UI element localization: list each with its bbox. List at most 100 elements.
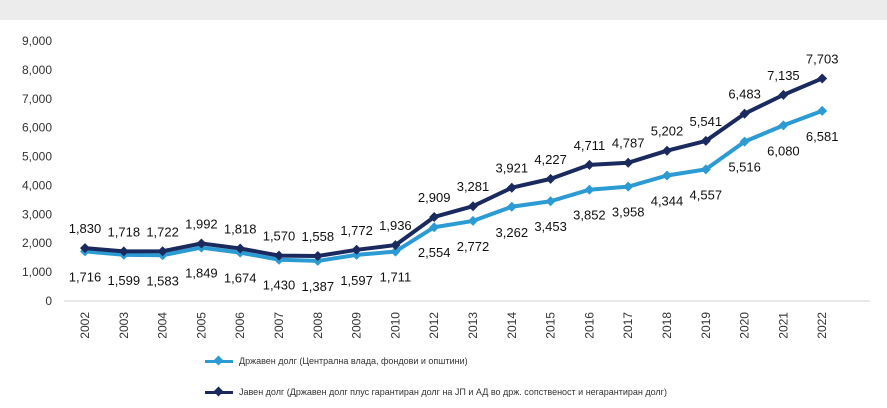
data-point-public-debt	[390, 240, 401, 251]
data-label-state-debt: 6,080	[767, 143, 800, 158]
data-point-public-debt	[80, 243, 90, 254]
data-point-public-debt	[662, 145, 672, 156]
data-label-state-debt: 1,716	[69, 269, 102, 284]
data-label-state-debt: 4,344	[651, 194, 684, 209]
data-label-state-debt: 1,674	[224, 271, 257, 286]
data-label-public-debt: 6,483	[728, 87, 761, 102]
data-point-public-debt	[817, 73, 828, 84]
data-label-state-debt: 3,262	[496, 225, 529, 240]
y-tick-label: 2,000	[22, 236, 52, 250]
data-label-public-debt: 2,909	[418, 190, 451, 205]
data-label-public-debt: 4,711	[574, 138, 606, 153]
data-label-public-debt: 7,135	[767, 68, 800, 83]
x-tick-label: 2007	[272, 312, 286, 339]
data-label-state-debt: 2,554	[418, 245, 451, 260]
y-tick-label: 8,000	[22, 63, 52, 77]
line-chart: 0 1,000 2,000 3,000 4,000 5,000 6,000 7,000 8,00…	[22, 34, 870, 339]
y-tick-label: 6,000	[22, 121, 52, 135]
data-label-public-debt: 1,718	[108, 224, 141, 239]
data-label-state-debt: 2,772	[457, 239, 490, 254]
data-point-state-debt	[623, 181, 634, 192]
data-point-public-debt	[274, 250, 284, 261]
x-tick-label: 2020	[738, 312, 752, 339]
data-point-public-debt	[429, 211, 440, 222]
data-label-state-debt: 3,453	[534, 219, 567, 234]
data-label-public-debt: 1,992	[185, 216, 218, 231]
data-label-public-debt: 3,281	[457, 179, 490, 194]
data-label-state-debt: 1,849	[185, 266, 218, 281]
data-label-state-debt: 1,711	[380, 270, 412, 285]
x-tick-label: 2015	[544, 312, 558, 339]
data-point-public-debt	[118, 246, 129, 257]
data-point-state-debt	[817, 105, 828, 116]
x-tick-label: 2022	[815, 312, 829, 339]
x-tick-label: 2006	[233, 312, 247, 339]
data-point-state-debt	[778, 120, 789, 131]
data-point-state-debt	[506, 201, 517, 212]
data-point-state-debt	[662, 170, 672, 181]
data-point-state-debt	[429, 222, 440, 233]
x-tick-label: 2021	[776, 312, 790, 339]
data-point-public-debt	[584, 159, 595, 170]
data-label-state-debt: 3,852	[573, 208, 606, 223]
x-tick-label: 2017	[621, 312, 635, 339]
data-label-public-debt: 1,936	[379, 218, 412, 233]
data-point-public-debt	[468, 201, 478, 212]
data-label-public-debt: 1,830	[69, 221, 102, 236]
data-point-public-debt	[545, 173, 556, 184]
data-label-state-debt: 1,599	[108, 273, 141, 288]
data-point-public-debt	[739, 108, 750, 119]
x-tick-label: 2016	[582, 312, 596, 339]
data-point-public-debt	[506, 182, 517, 193]
data-point-public-debt	[778, 89, 789, 100]
data-label-state-debt: 5,516	[728, 160, 761, 175]
data-point-public-debt	[623, 157, 634, 168]
data-point-public-debt	[312, 250, 323, 261]
data-point-public-debt	[157, 246, 168, 257]
y-tick-label: 4,000	[22, 178, 52, 192]
data-label-public-debt: 4,227	[534, 152, 567, 167]
data-label-public-debt: 1,722	[146, 224, 179, 239]
legend-label-public-debt: Јавен долг (Државен долг плус гарантиран…	[239, 387, 667, 397]
legend-swatch-public-debt	[205, 386, 233, 397]
data-label-state-debt: 1,583	[146, 273, 179, 288]
data-point-public-debt	[235, 243, 246, 254]
data-point-state-debt	[739, 136, 750, 147]
data-point-state-debt	[545, 196, 556, 207]
data-label-public-debt: 1,772	[340, 223, 373, 238]
legend-label-state-debt: Државен долг (Централна влада, фондови и…	[239, 356, 468, 366]
legend-item-public-debt: Јавен долг (Државен долг плус гарантиран…	[205, 386, 667, 397]
x-tick-label: 2010	[388, 312, 402, 339]
y-tick-label: 3,000	[22, 207, 52, 221]
x-tick-label: 2008	[311, 312, 325, 339]
data-label-state-debt: 1,597	[340, 273, 373, 288]
data-label-public-debt: 1,570	[263, 229, 296, 244]
x-tick-label: 2014	[505, 312, 519, 339]
data-label-public-debt: 7,703	[806, 51, 839, 66]
data-label-public-debt: 1,818	[224, 221, 257, 236]
data-label-state-debt: 1,387	[302, 279, 335, 294]
x-tick-label: 2009	[350, 312, 364, 339]
data-point-state-debt	[700, 164, 711, 175]
y-tick-label: 5,000	[22, 150, 52, 164]
x-tick-label: 2004	[156, 312, 170, 339]
series-line-state-debt	[84, 109, 823, 263]
data-point-state-debt	[584, 184, 595, 195]
x-tick-label: 2005	[194, 312, 208, 339]
legend-item-state-debt: Државен долг (Централна влада, фондови и…	[205, 355, 468, 366]
data-label-public-debt: 5,202	[651, 124, 684, 139]
data-label-public-debt: 3,921	[496, 161, 529, 176]
data-label-state-debt: 3,958	[612, 205, 645, 220]
x-tick-label: 2002	[78, 312, 92, 339]
x-tick-label: 2019	[699, 312, 713, 339]
x-tick-label: 2018	[660, 312, 674, 339]
data-point-state-debt	[390, 246, 401, 257]
y-tick-label: 9,000	[22, 34, 52, 48]
x-tick-label: 2013	[466, 312, 480, 339]
top-strip	[0, 0, 887, 20]
data-point-public-debt	[196, 238, 207, 249]
data-point-state-debt	[351, 249, 362, 260]
y-tick-label: 7,000	[22, 92, 52, 106]
data-label-public-debt: 4,787	[612, 136, 645, 151]
x-tick-label: 2012	[427, 312, 441, 339]
